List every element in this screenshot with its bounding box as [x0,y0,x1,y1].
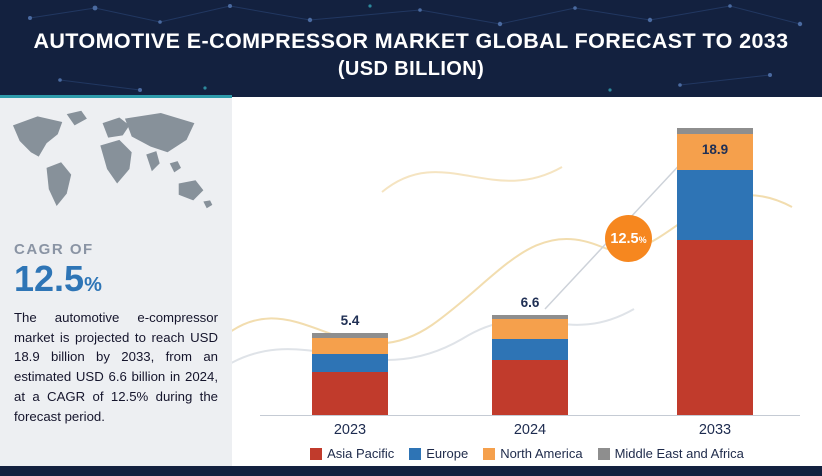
cagr-number: 12.5 [14,258,85,299]
world-map-icon [12,110,213,209]
legend-swatch-europe [409,447,422,460]
bar-segment-north-america [492,319,568,340]
network-decoration-icon [28,4,803,92]
bar-segment-north-america [312,337,388,355]
bar-segment-north-america [677,133,753,171]
x-axis-label-2033: 2033 [698,422,732,438]
bar-segment-europe [492,339,568,361]
legend-item-asia-pacific: Asia Pacific [310,446,394,461]
legend-label: Middle East and Africa [614,446,744,461]
legend-swatch-north-america [483,447,496,460]
legend-swatch-middle-east-and-africa [597,447,610,460]
x-axis-label-2023: 2023 [333,422,367,438]
market-description: The automotive e-compressor market is pr… [14,309,218,424]
page-title-line2: (USD BILLION) [337,58,485,81]
legend-item-north-america: North America [483,446,583,461]
x-axis-label-2024: 2024 [513,422,547,438]
legend-item-europe: Europe [409,446,468,461]
plot-region: 5.4 6.6 18.9 [232,97,822,415]
bar-segment-asia-pacific [312,372,388,415]
bar-2024: 6.6 [492,295,568,415]
cagr-value: 12.5% [14,260,218,298]
bar-segment-asia-pacific [677,240,753,415]
bar-segment-middle-east-and-africa [312,332,388,338]
cagr-badge-value: 12.5 [610,230,639,247]
legend-item-middle-east-and-africa: Middle East and Africa [597,446,744,461]
header: AUTOMOTIVE E-COMPRESSOR MARKET GLOBAL FO… [0,0,822,97]
x-axis-line [260,415,800,416]
bar-2033: 18.9 [677,127,753,415]
bar-value-label: 18.9 [701,141,729,157]
chart-area: 5.4 6.6 18.9 2023 2024 2033 12.5% Asia Pacif… [232,97,822,466]
cagr-label: CAGR OF [14,241,94,258]
bar-segment-middle-east-and-africa [677,127,753,134]
page-title-line1: AUTOMOTIVE E-COMPRESSOR MARKET GLOBAL FO… [33,29,789,53]
legend-swatch-asia-pacific [310,447,323,460]
sidebar: CAGR OF 12.5% The automotive e-compresso… [0,97,232,466]
legend-label: North America [500,446,583,461]
bar-value-label: 6.6 [520,294,540,310]
cagr-badge-percent: % [638,235,647,245]
bar-segment-middle-east-and-africa [492,314,568,320]
bar-value-label: 5.4 [340,312,360,328]
legend-label: Asia Pacific [327,446,395,461]
cagr-badge: 12.5% [605,215,652,262]
legend: Asia Pacific Europe North America Middle Ea… [232,446,822,461]
bar-segment-asia-pacific [492,360,568,415]
bar-2023: 5.4 [312,313,388,415]
bar-segment-europe [312,354,388,373]
bar-segment-europe [677,170,753,241]
teal-accent-bar [0,95,232,98]
legend-label: Europe [426,446,469,461]
footer-strip [0,466,822,476]
cagr-percent-sign: % [84,274,102,296]
